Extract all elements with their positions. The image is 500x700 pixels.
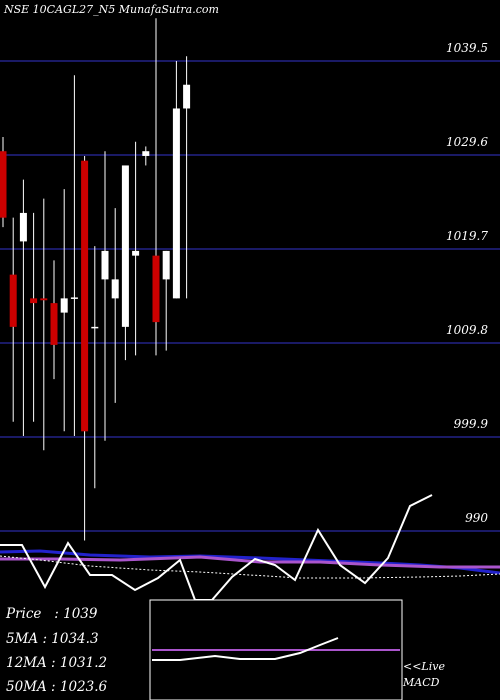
candle-body — [9, 274, 17, 327]
candle-body — [81, 160, 89, 432]
ma-line-5 — [0, 555, 500, 579]
legend-5ma: 5MA : 1034.3 — [6, 631, 99, 647]
y-tick-label: 1019.7 — [446, 229, 488, 243]
y-tick-label: 1029.6 — [446, 135, 488, 149]
candle-body — [91, 326, 99, 329]
chart-title: NSE 10CAGL27_N5 MunafaSutra.com — [4, 3, 219, 16]
candle-body — [40, 298, 48, 301]
macd-line — [152, 637, 339, 661]
legend-12ma: 12MA : 1031.2 — [6, 655, 108, 671]
candle-body — [183, 84, 191, 109]
price-line — [0, 494, 433, 601]
candle-body — [19, 212, 27, 242]
candle-body — [121, 165, 129, 327]
candle-body — [132, 250, 140, 256]
macd-live-label: <<Live — [403, 660, 445, 673]
candle-body — [162, 250, 170, 280]
y-tick-label: 990 — [465, 511, 488, 525]
macd-label: MACD — [403, 676, 440, 689]
candle-body — [60, 298, 68, 313]
candle-body — [30, 298, 38, 304]
candle-body — [172, 108, 180, 299]
legend-50ma: 50MA : 1023.6 — [6, 679, 108, 695]
candle-body — [101, 250, 109, 280]
candle-body — [111, 279, 119, 299]
candle-body — [0, 151, 7, 218]
y-tick-label: 1009.8 — [446, 323, 488, 337]
candle-body — [50, 303, 58, 345]
y-tick-label: 1039.5 — [446, 41, 488, 55]
candle-body — [70, 297, 78, 299]
candle-body — [142, 151, 150, 156]
legend-price: Price : 1039 — [6, 606, 98, 622]
y-tick-label: 999.9 — [453, 417, 488, 431]
candle-body — [152, 255, 160, 323]
